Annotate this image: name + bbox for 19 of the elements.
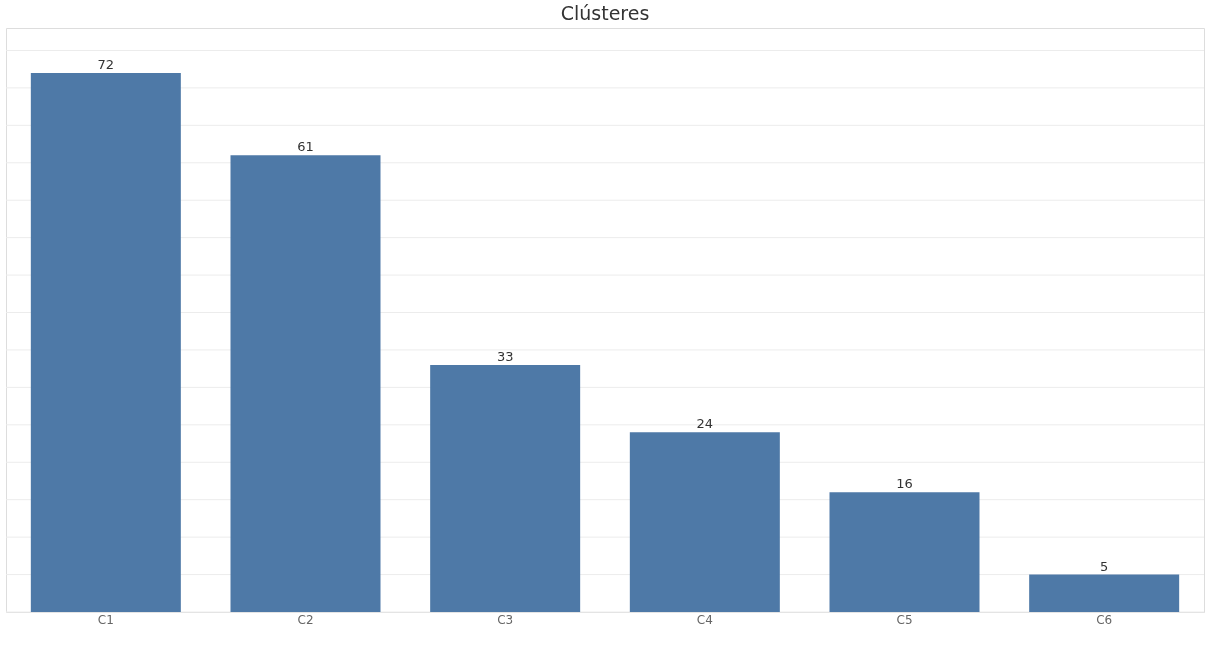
x-tick-label: C3 — [497, 612, 514, 627]
bar — [629, 432, 780, 612]
x-tick-label: C1 — [97, 612, 114, 627]
x-tick-label: C2 — [297, 612, 314, 627]
x-tick-label: C5 — [896, 612, 913, 627]
data-label: 24 — [696, 416, 714, 432]
bar — [30, 72, 181, 612]
bar — [829, 492, 980, 612]
data-label: 5 — [1100, 558, 1109, 574]
data-label: 72 — [97, 56, 115, 72]
x-tick-label: C6 — [1096, 612, 1113, 627]
data-label: 33 — [496, 348, 514, 364]
bar — [1029, 574, 1180, 612]
chart-title: Clústeres — [560, 2, 650, 24]
x-tick-label: C4 — [696, 612, 713, 627]
data-label: 16 — [896, 476, 913, 492]
bar — [430, 364, 581, 612]
data-label: 61 — [297, 139, 314, 155]
bar — [230, 155, 381, 612]
